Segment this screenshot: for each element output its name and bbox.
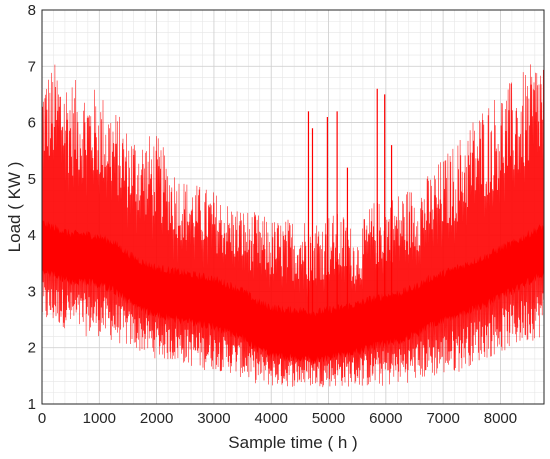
y-tick-label: 7 [28, 58, 36, 75]
x-tick-label: 6000 [369, 410, 402, 427]
y-tick-label: 8 [28, 2, 36, 19]
y-tick-label: 4 [28, 227, 36, 244]
x-tick-label: 5000 [312, 410, 345, 427]
x-tick-labels: 0 1000 2000 3000 4000 5000 6000 7000 8000 [38, 410, 517, 427]
plot-frame [41, 9, 545, 405]
x-axis-label: Sample time ( h ) [228, 433, 357, 452]
y-axis-label: Load ( KW ) [5, 162, 24, 253]
x-tick-label: 8000 [484, 410, 517, 427]
load-series-core [42, 220, 544, 365]
x-tick-label: 4000 [255, 410, 288, 427]
y-tick-label: 3 [28, 283, 36, 300]
y-tick-labels: 1 2 3 4 5 6 7 8 [28, 2, 36, 413]
x-tick-label: 0 [38, 410, 46, 427]
x-tick-label: 3000 [197, 410, 230, 427]
y-tick-label: 5 [28, 171, 36, 188]
y-tick-label: 2 [28, 340, 36, 357]
x-tick-label: 1000 [83, 410, 116, 427]
x-tick-label: 7000 [426, 410, 459, 427]
y-tick-label: 1 [28, 396, 36, 413]
x-tick-label: 2000 [140, 410, 173, 427]
y-tick-label: 6 [28, 115, 36, 132]
series-layer [41, 64, 545, 388]
